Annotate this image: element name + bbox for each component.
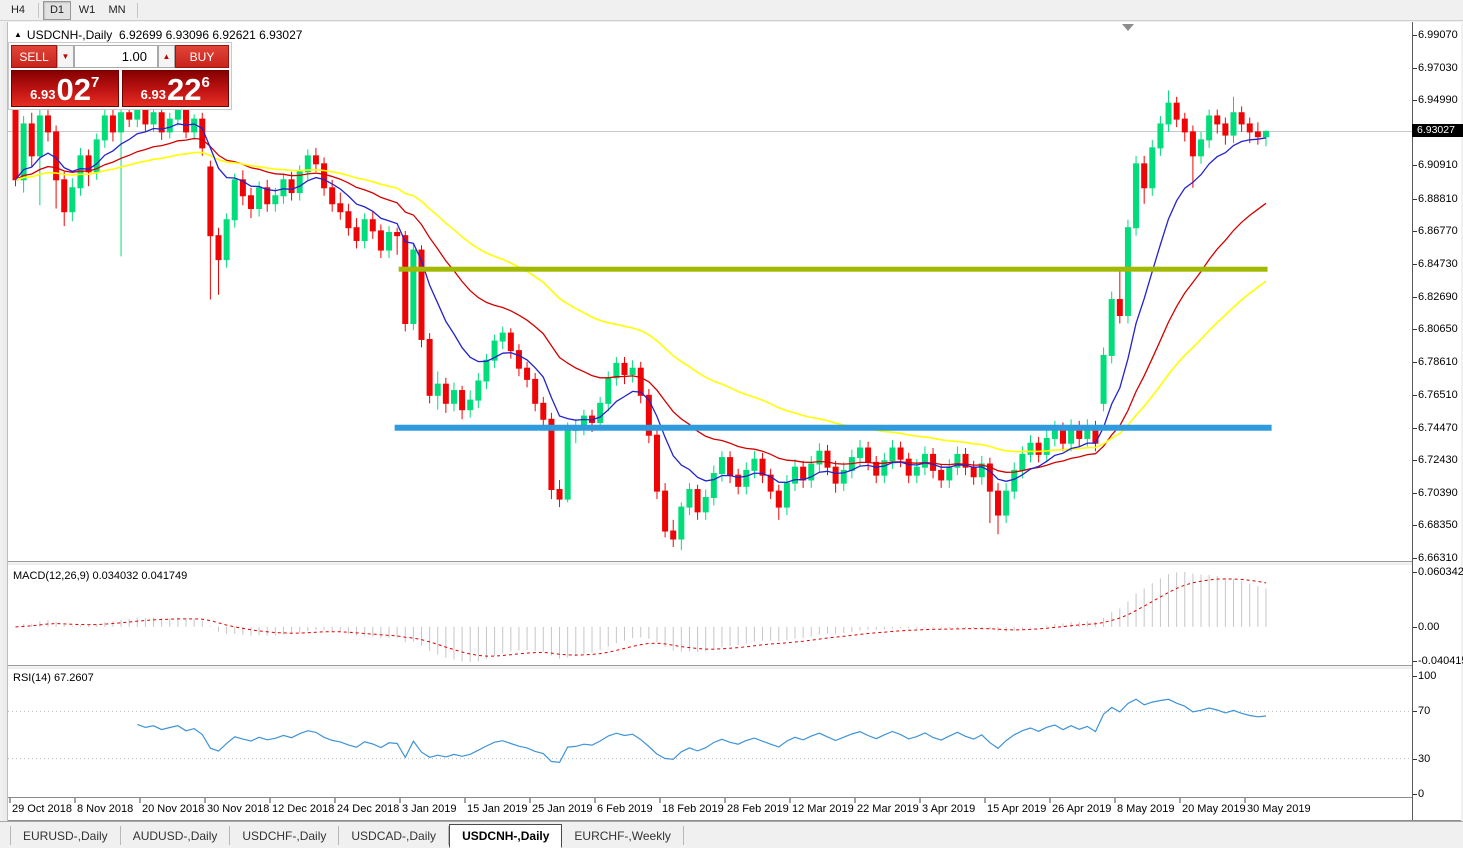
date-label: 3 Jan 2019 bbox=[402, 803, 457, 815]
buy-price-base: 6.93 bbox=[140, 87, 166, 102]
date-label: 18 Feb 2019 bbox=[662, 803, 724, 815]
chart-info-line: ▲ USDCNH-,Daily 6.92699 6.93096 6.92621 6… bbox=[14, 28, 302, 42]
toolbar-separator bbox=[137, 2, 138, 18]
pane-splitter[interactable] bbox=[8, 669, 1412, 670]
date-label: 8 May 2019 bbox=[1117, 803, 1175, 815]
pane-splitter[interactable] bbox=[8, 565, 1412, 566]
price-axis-label: 6.82690 bbox=[1413, 291, 1458, 303]
rsi-line bbox=[137, 698, 1267, 764]
tab-eurchf-weekly[interactable]: EURCHF-,Weekly bbox=[562, 826, 684, 845]
pane-splitter[interactable] bbox=[8, 561, 1412, 562]
date-label: 25 Jan 2019 bbox=[532, 803, 593, 815]
sell-price-big: 02 bbox=[56, 72, 91, 108]
sell-button[interactable]: SELL bbox=[11, 45, 57, 68]
price-axis-label: 6.88810 bbox=[1413, 193, 1458, 205]
one-click-trade-widget: SELL ▼ ▲ BUY 6.93 02 7 6.93 22 6 bbox=[8, 42, 232, 110]
date-label: 30 Nov 2018 bbox=[207, 803, 270, 815]
date-label: 20 Nov 2018 bbox=[142, 803, 205, 815]
date-label: 12 Dec 2018 bbox=[272, 803, 335, 815]
rsi-label: RSI(14) 67.2607 bbox=[13, 672, 94, 684]
price-axis-label: 6.74470 bbox=[1413, 422, 1458, 434]
date-label: 30 May 2019 bbox=[1247, 803, 1311, 815]
date-label: 26 Apr 2019 bbox=[1052, 803, 1112, 815]
volume-down-button[interactable]: ▼ bbox=[57, 45, 74, 68]
date-label: 20 May 2019 bbox=[1182, 803, 1246, 815]
price-axis-column bbox=[1412, 22, 1461, 820]
sell-price-sup: 7 bbox=[90, 74, 100, 91]
tab-usdcnh-daily[interactable]: USDCNH-,Daily bbox=[449, 824, 563, 848]
period-button-d1[interactable]: D1 bbox=[43, 0, 71, 20]
buy-price-box[interactable]: 6.93 22 6 bbox=[121, 70, 229, 108]
rsi-axis-label: 0 bbox=[1413, 788, 1424, 800]
date-label: 15 Jan 2019 bbox=[467, 803, 528, 815]
price-axis-label: 6.86770 bbox=[1413, 225, 1458, 237]
date-label: 3 Apr 2019 bbox=[922, 803, 976, 815]
period-button-h4[interactable]: H4 bbox=[10, 4, 26, 16]
window-left-gutter bbox=[3, 22, 8, 821]
macd-signal-line bbox=[15, 578, 1267, 657]
date-label: 28 Feb 2019 bbox=[727, 803, 789, 815]
tab-eurusd-daily[interactable]: EURUSD-,Daily bbox=[11, 826, 121, 845]
chart-symbol-title: USDCNH-,Daily bbox=[26, 28, 113, 42]
macd-axis-label: 0.00 bbox=[1413, 621, 1439, 633]
chart-shift-marker[interactable] bbox=[1122, 24, 1134, 31]
collapse-triangle-icon[interactable]: ▲ bbox=[14, 30, 22, 39]
ma-line-10 bbox=[14, 123, 1267, 484]
buy-button[interactable]: BUY bbox=[175, 45, 229, 68]
chart-surface[interactable] bbox=[8, 22, 1412, 820]
symbol-tabbar: EURUSD-,Daily AUDUSD-,Daily USDCHF-,Dail… bbox=[0, 821, 1463, 848]
price-axis-label: 6.90910 bbox=[1413, 159, 1458, 171]
price-axis-label: 6.68350 bbox=[1413, 519, 1458, 531]
sell-price-box[interactable]: 6.93 02 7 bbox=[11, 70, 119, 107]
macd-axis-label: -0.040415 bbox=[1413, 655, 1463, 667]
horizontal-line-blue[interactable] bbox=[394, 424, 1272, 431]
date-label: 8 Nov 2018 bbox=[77, 803, 134, 815]
date-label: 24 Dec 2018 bbox=[337, 803, 400, 815]
rsi-axis-label: 70 bbox=[1413, 705, 1430, 717]
price-axis-label: 6.80650 bbox=[1413, 323, 1458, 335]
price-axis-label: 6.99070 bbox=[1413, 29, 1458, 41]
tab-stub[interactable] bbox=[2, 826, 11, 845]
pane-splitter[interactable] bbox=[8, 562, 1412, 566]
current-price-tag: 6.93027 bbox=[1412, 124, 1463, 138]
toolbar-separator bbox=[38, 2, 39, 18]
date-label: 12 Mar 2019 bbox=[792, 803, 854, 815]
tab-usdcad-daily[interactable]: USDCAD-,Daily bbox=[339, 826, 450, 845]
ma-line-50 bbox=[15, 151, 1267, 453]
period-toolbar: H4 D1 W1 MN bbox=[0, 0, 1463, 21]
pane-splitter[interactable] bbox=[8, 666, 1412, 670]
price-axis-label: 6.97030 bbox=[1413, 62, 1458, 74]
price-axis-label: 6.70390 bbox=[1413, 487, 1458, 499]
date-label: 29 Oct 2018 bbox=[12, 803, 72, 815]
ma-line-25 bbox=[15, 137, 1267, 473]
period-button-w1[interactable]: W1 bbox=[78, 4, 96, 16]
horizontal-line-olive[interactable] bbox=[398, 266, 1268, 272]
price-axis-label: 6.94990 bbox=[1413, 94, 1458, 106]
buy-price-sup: 6 bbox=[201, 74, 210, 91]
rsi-axis-label: 30 bbox=[1413, 753, 1430, 765]
date-label: 22 Mar 2019 bbox=[857, 803, 919, 815]
candles-layer bbox=[12, 90, 1269, 551]
date-label: 6 Feb 2019 bbox=[597, 803, 653, 815]
rsi-axis-label: 100 bbox=[1413, 670, 1436, 682]
sell-price-base: 6.93 bbox=[30, 87, 56, 102]
tab-audusd-daily[interactable]: AUDUSD-,Daily bbox=[121, 826, 231, 845]
price-axis-label: 6.76510 bbox=[1413, 389, 1458, 401]
tab-usdchf-daily[interactable]: USDCHF-,Daily bbox=[230, 826, 340, 845]
price-axis-label: 6.84730 bbox=[1413, 258, 1458, 270]
volume-input[interactable] bbox=[74, 45, 158, 68]
macd-label: MACD(12,26,9) 0.034032 0.041749 bbox=[13, 570, 188, 582]
pane-splitter[interactable] bbox=[8, 665, 1412, 666]
price-axis-label: 6.78610 bbox=[1413, 356, 1458, 368]
chart-ohlc-values: 6.92699 6.93096 6.92621 6.93027 bbox=[118, 28, 303, 42]
date-ticks bbox=[9, 798, 1246, 803]
price-axis-label: 6.66310 bbox=[1413, 552, 1458, 564]
macd-axis-label: 0.060342 bbox=[1413, 566, 1463, 578]
price-axis-label: 6.72430 bbox=[1413, 454, 1458, 466]
buy-price-big: 22 bbox=[166, 72, 202, 108]
period-button-mn[interactable]: MN bbox=[108, 4, 126, 16]
date-label: 15 Apr 2019 bbox=[987, 803, 1047, 815]
volume-up-button[interactable]: ▲ bbox=[158, 45, 175, 68]
